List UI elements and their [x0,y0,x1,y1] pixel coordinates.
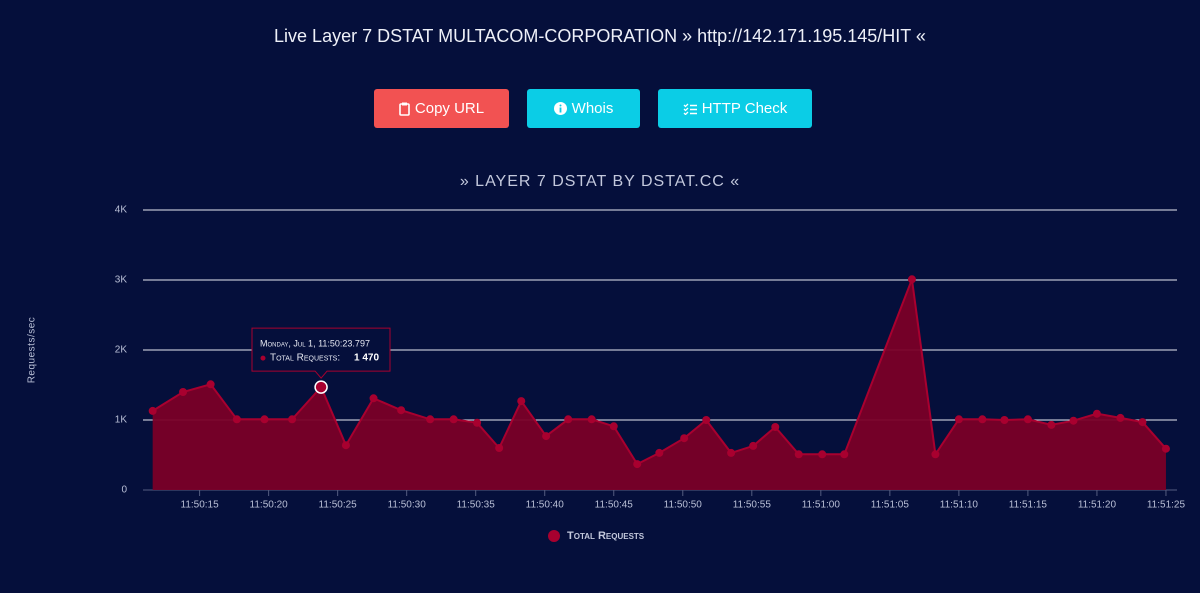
point [727,448,736,457]
button-label: Copy URL [414,100,485,117]
point [206,380,215,389]
y-tick-label: 4K [115,205,128,216]
point [1161,444,1170,453]
point [907,275,916,284]
point [369,394,378,403]
chart: » LAYER 7 DSTAT BY DSTAT.CC « Requests/s… [27,173,1186,542]
tooltip-marker [260,355,266,361]
x-tick-label: 11:50:30 [388,500,427,511]
point [1023,415,1032,424]
y-tick-label: 3K [115,275,128,286]
point [542,432,551,441]
http-check-button[interactable]: HTTP Check [658,89,812,128]
y-tick-label: 2K [115,345,128,356]
point [232,415,241,424]
point [587,415,596,424]
area [152,279,1166,490]
point [397,406,406,415]
y-axis-label: Requests/sec [27,317,38,384]
button-label: Whois [571,100,614,117]
x-tick-label: 11:50:20 [250,500,289,511]
point [495,444,504,452]
tooltip-box [251,327,391,379]
point [564,415,573,424]
chart-title: » LAYER 7 DSTAT BY DSTAT.CC « [460,173,740,190]
info-icon [553,102,567,115]
point [148,406,157,415]
point [426,415,435,424]
point [840,450,849,459]
y-tick-label: 0 [121,485,127,496]
legend-marker [548,530,560,542]
x-tick-label: 11:50:40 [526,500,565,511]
point [260,415,269,424]
point [179,388,188,396]
point [931,450,940,459]
point [449,415,458,424]
x-tick-label: 11:51:00 [802,500,841,511]
x-tick-label: 11:51:20 [1078,500,1117,511]
clipboard-icon [399,102,410,116]
x-tick-label: 11:50:55 [733,500,772,511]
point [818,450,827,459]
point [473,418,482,427]
point [609,422,618,431]
tooltip-label: Total Requests: [270,353,340,364]
x-tick-label: 11:50:45 [595,500,634,511]
copy-url-button[interactable]: Copy URL [374,89,509,128]
tooltip-value: 1 470 [354,353,379,364]
checklist-icon [683,103,697,115]
whois-button[interactable]: Whois [527,89,640,128]
button-label: HTTP Check [701,100,788,117]
point [288,415,297,424]
point [702,416,711,424]
x-tick-label: 11:51:05 [871,500,910,511]
point [633,460,642,469]
point [655,448,664,457]
point [680,434,689,443]
point [517,397,526,406]
x-tick-label: 11:51:25 [1147,500,1186,511]
x-tick-label: 11:50:50 [664,500,703,511]
point [978,415,987,424]
hover-point [314,380,328,394]
point [1047,420,1056,429]
legend-label: Total Requests [567,530,645,542]
point [1116,413,1125,422]
x-tick-label: 11:51:15 [1009,500,1048,511]
point [954,415,963,424]
point [1069,416,1078,425]
point [1092,409,1101,418]
y-tick-label: 1K [115,415,128,426]
point [771,423,780,431]
x-tick-label: 11:50:25 [319,500,358,511]
page-title: Live Layer 7 DSTAT MULTACOM-CORPORATION … [274,26,926,46]
x-tick-label: 11:50:35 [457,500,496,511]
x-tick-label: 11:51:10 [940,500,979,511]
point [794,450,803,459]
x-tick-label: 11:50:15 [181,500,220,511]
point [749,441,758,450]
point [1000,416,1009,424]
point [341,441,350,450]
tooltip-title: Monday, Jul 1, 11:50:23.797 [260,338,370,348]
point [1138,418,1147,427]
